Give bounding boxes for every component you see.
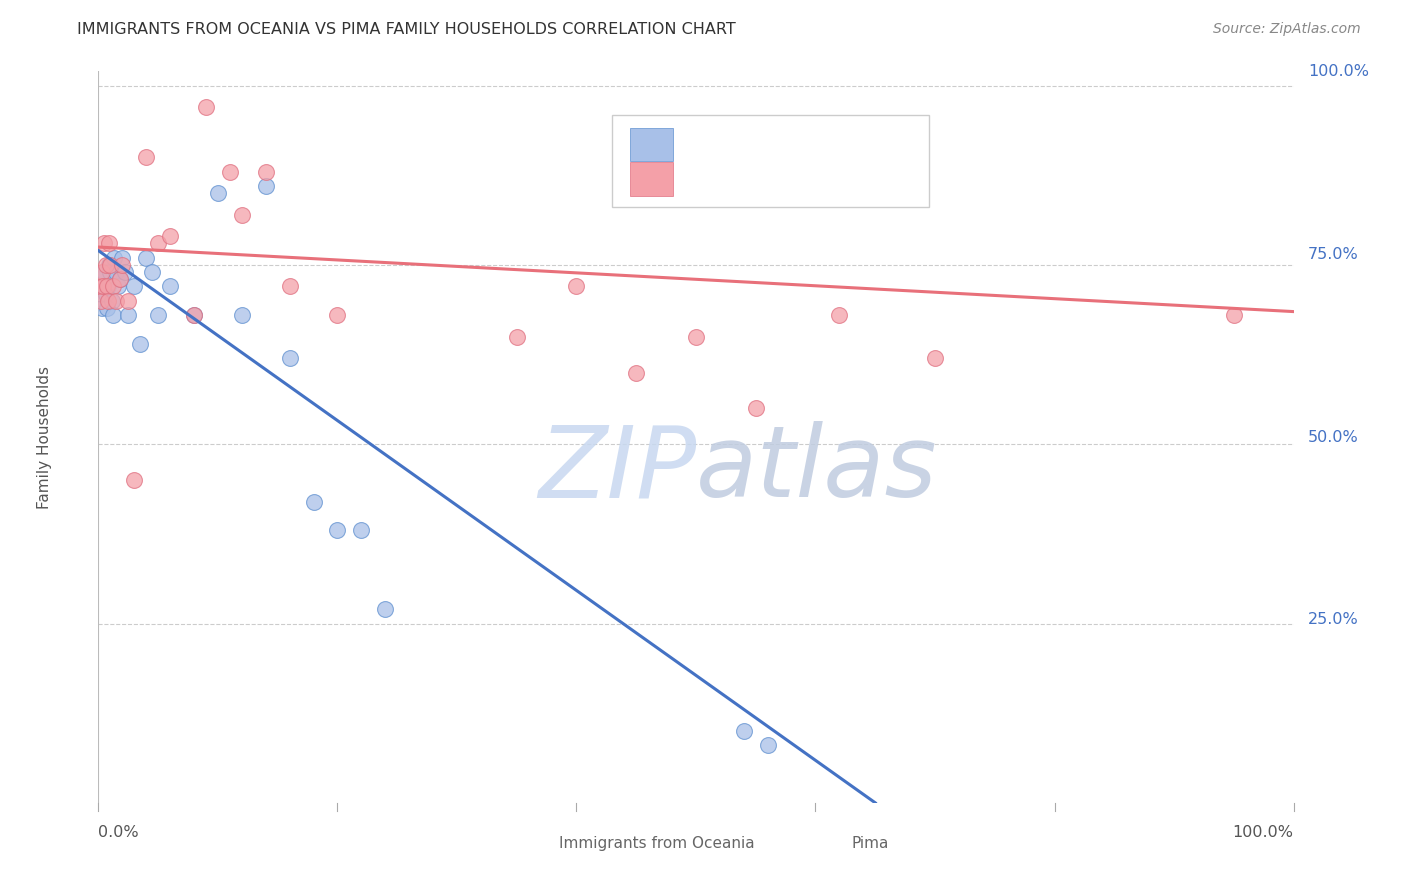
Text: Immigrants from Oceania: Immigrants from Oceania xyxy=(558,836,754,851)
Point xyxy=(117,293,139,308)
Point xyxy=(326,308,349,322)
Text: R =: R = xyxy=(685,137,718,152)
Point xyxy=(108,272,131,286)
Point xyxy=(94,258,117,272)
Point xyxy=(96,301,118,315)
Point xyxy=(90,286,112,301)
Point xyxy=(135,251,157,265)
Point xyxy=(91,279,114,293)
Point xyxy=(101,308,124,322)
Point xyxy=(195,100,218,114)
Text: 34: 34 xyxy=(876,171,897,186)
Point xyxy=(733,724,755,739)
Point xyxy=(148,308,170,322)
Point xyxy=(231,308,253,322)
Point xyxy=(828,308,851,322)
Point xyxy=(94,286,117,301)
Text: IMMIGRANTS FROM OCEANIA VS PIMA FAMILY HOUSEHOLDS CORRELATION CHART: IMMIGRANTS FROM OCEANIA VS PIMA FAMILY H… xyxy=(77,22,737,37)
Point xyxy=(98,265,122,279)
Point xyxy=(97,293,120,308)
Point xyxy=(626,366,648,380)
Point xyxy=(97,279,120,293)
FancyBboxPatch shape xyxy=(630,128,673,161)
Point xyxy=(924,351,946,366)
Point xyxy=(114,265,136,279)
Text: Source: ZipAtlas.com: Source: ZipAtlas.com xyxy=(1213,22,1361,37)
Point xyxy=(141,265,163,279)
Point xyxy=(100,293,122,308)
FancyBboxPatch shape xyxy=(813,830,842,855)
Point xyxy=(98,236,121,251)
Text: N =: N = xyxy=(814,171,858,186)
Text: 100.0%: 100.0% xyxy=(1308,64,1369,78)
Point xyxy=(101,279,124,293)
Text: 25.0%: 25.0% xyxy=(1308,613,1358,627)
Point xyxy=(105,293,128,308)
FancyBboxPatch shape xyxy=(613,115,929,207)
Text: -0.198: -0.198 xyxy=(731,171,785,186)
Point xyxy=(111,251,134,265)
Point xyxy=(124,473,146,487)
Point xyxy=(89,272,111,286)
Point xyxy=(565,279,588,293)
FancyBboxPatch shape xyxy=(520,830,548,855)
Point xyxy=(254,165,277,179)
Point xyxy=(350,524,373,538)
Text: -0.567: -0.567 xyxy=(731,137,786,152)
Point xyxy=(159,279,181,293)
Point xyxy=(159,229,181,244)
Point xyxy=(685,329,707,343)
Text: 0.0%: 0.0% xyxy=(98,825,139,839)
Point xyxy=(124,279,146,293)
Point xyxy=(103,251,125,265)
Point xyxy=(129,336,152,351)
Point xyxy=(148,236,170,251)
Point xyxy=(91,279,114,293)
Point xyxy=(98,258,122,272)
Text: 100.0%: 100.0% xyxy=(1233,825,1294,839)
Point xyxy=(93,236,115,251)
Point xyxy=(326,524,349,538)
Point xyxy=(278,351,301,366)
Text: R =: R = xyxy=(685,171,718,186)
Point xyxy=(219,165,242,179)
Point xyxy=(278,279,301,293)
Point xyxy=(254,179,277,194)
Point xyxy=(89,279,111,293)
Point xyxy=(231,208,253,222)
Point xyxy=(98,258,121,272)
Point xyxy=(117,308,139,322)
Point xyxy=(135,150,157,164)
Point xyxy=(96,279,118,293)
Text: 75.0%: 75.0% xyxy=(1308,247,1358,261)
Point xyxy=(745,401,768,416)
Point xyxy=(183,308,205,322)
Point xyxy=(183,308,205,322)
Text: atlas: atlas xyxy=(696,422,938,518)
Point xyxy=(1223,308,1246,322)
Point xyxy=(111,258,134,272)
Text: ZIP: ZIP xyxy=(537,422,696,518)
Text: Family Households: Family Households xyxy=(37,366,52,508)
Point xyxy=(302,494,325,508)
Point xyxy=(91,265,114,279)
Point xyxy=(107,279,129,293)
FancyBboxPatch shape xyxy=(630,162,673,195)
Point xyxy=(207,186,229,201)
Point xyxy=(108,272,131,286)
Point xyxy=(506,329,529,343)
Point xyxy=(756,739,779,753)
Point xyxy=(105,265,128,279)
Text: 36: 36 xyxy=(876,137,898,152)
Point xyxy=(93,265,115,279)
Point xyxy=(91,301,114,315)
Text: N =: N = xyxy=(814,137,858,152)
Text: Pima: Pima xyxy=(852,836,889,851)
Point xyxy=(90,293,112,308)
Point xyxy=(374,602,396,616)
Text: 50.0%: 50.0% xyxy=(1308,430,1358,444)
